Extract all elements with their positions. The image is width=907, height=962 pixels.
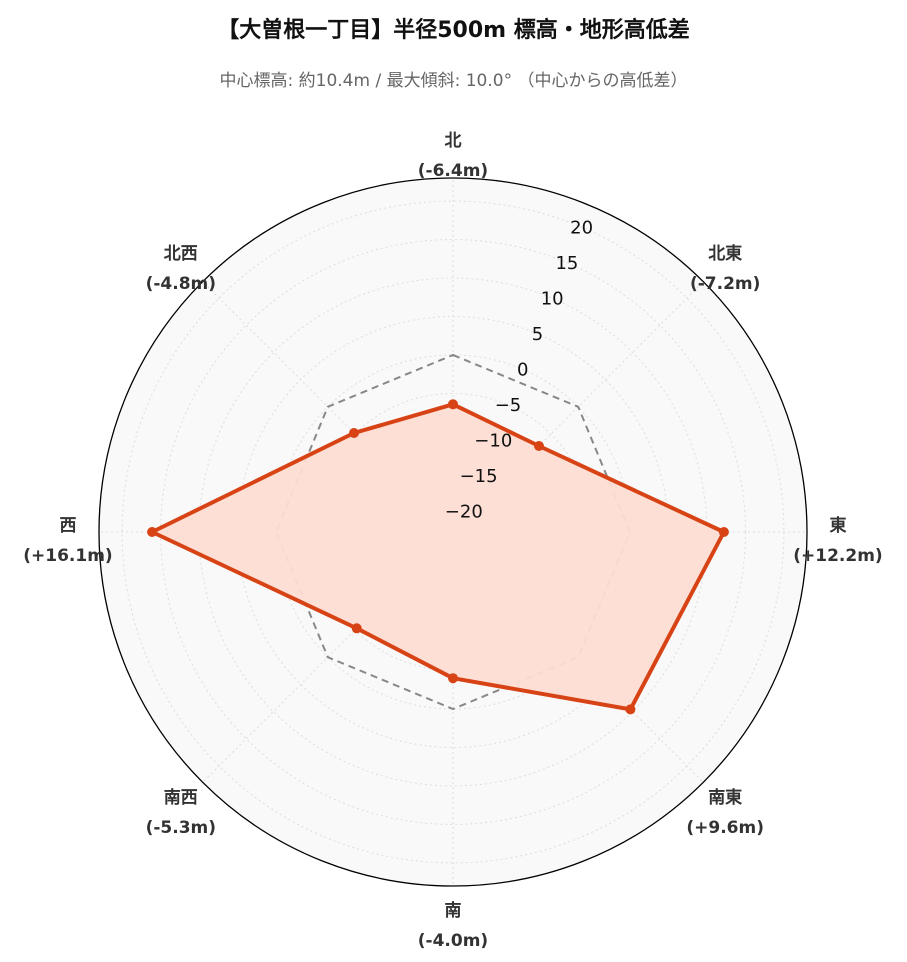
direction-value-label: (-6.4m) <box>418 161 488 181</box>
series-point <box>349 428 359 438</box>
grid-ring <box>160 239 746 825</box>
series-point <box>147 527 158 537</box>
direction-label: 北 <box>445 131 462 151</box>
radial-tick-layer: 20 15 10 50 −5 −10 −15 −20 <box>445 217 593 522</box>
direction-label: 南 <box>445 900 462 921</box>
series-area <box>152 404 724 710</box>
radial-tick-label: −10 <box>474 431 512 452</box>
series-point <box>534 441 544 451</box>
direction-label: 北東 <box>708 243 742 264</box>
reference-line <box>274 353 632 711</box>
radial-tick-label: 0 <box>517 360 528 381</box>
chart-title: 【大曽根一丁目】半径500m 標高・地形高低差 <box>217 18 690 43</box>
radial-tick-label: −20 <box>445 502 483 523</box>
radial-tick-label: 5 <box>532 324 543 345</box>
direction-value-label: (-7.2m) <box>690 274 760 294</box>
plot-outline <box>98 177 808 887</box>
direction-value-label: (+16.1m) <box>23 546 112 566</box>
series-point <box>351 623 362 634</box>
series-point <box>718 527 729 537</box>
direction-label: 南東 <box>708 787 742 808</box>
direction-label: 西 <box>60 516 77 536</box>
radial-tick-label: −15 <box>460 466 498 487</box>
chart-subtitle: 中心標高: 約10.4m / 最大傾斜: 10.0° （中心からの高低差） <box>219 71 688 91</box>
radial-tick-label: 20 <box>570 217 593 238</box>
series-point <box>625 704 636 715</box>
direction-value-label: (-5.3m) <box>146 818 216 838</box>
reference-layer <box>274 353 632 711</box>
series-layer <box>147 399 729 715</box>
direction-label: 南西 <box>164 787 198 808</box>
direction-value-label: (+12.2m) <box>793 546 882 566</box>
direction-label: 北西 <box>164 244 198 264</box>
direction-label: 東 <box>830 515 847 536</box>
direction-value-label: (+9.6m) <box>686 818 764 838</box>
direction-label-layer: 北 (-6.4m) 北東 (-7.2m) 東 (+12.2m) 南東 (+9.6m) 南 (-4.… <box>23 131 882 951</box>
series-point <box>448 673 458 684</box>
radial-tick-label: 15 <box>555 253 578 274</box>
direction-value-label: (-4.8m) <box>146 274 216 294</box>
series-point <box>448 399 458 410</box>
radial-tick-label: −5 <box>495 395 522 416</box>
direction-value-label: (-4.0m) <box>418 931 488 951</box>
radial-tick-label: 10 <box>541 288 564 309</box>
